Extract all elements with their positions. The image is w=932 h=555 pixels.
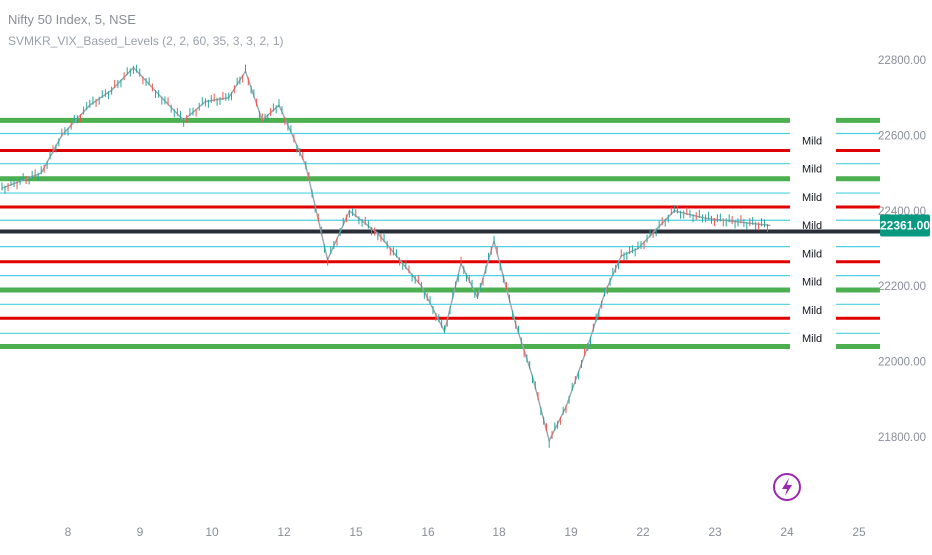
x-tick-label: 25 <box>852 525 866 539</box>
mild-label-6: Mild <box>802 305 822 317</box>
mild-label-5: Mild <box>802 277 822 289</box>
price-series-line <box>1 66 771 443</box>
x-tick-label: 15 <box>349 525 363 539</box>
x-tick-label: 12 <box>277 525 291 539</box>
mild-label-1: Mild <box>802 164 822 176</box>
price-tag-layer: 22361.00 <box>880 214 930 237</box>
x-tick-label: 22 <box>636 525 650 539</box>
x-tick-label: 19 <box>564 525 578 539</box>
x-tick-label: 23 <box>708 525 722 539</box>
mild-label-0: Mild <box>802 135 822 147</box>
levels-layer <box>0 117 880 350</box>
y-tick-label: 22800.00 <box>878 55 926 67</box>
current-price-tag: 22361.00 <box>880 219 930 233</box>
mild-label-4: Mild <box>802 248 822 260</box>
x-tick-label: 10 <box>205 525 219 539</box>
lightning-icon-bolt <box>782 478 792 496</box>
chart-header: Nifty 50 Index, 5, NSE SVMKR_VIX_Based_L… <box>8 10 284 52</box>
current-price-tag-bg <box>880 214 930 237</box>
y-axis: 22800.0022600.0022400.0022200.0022000.00… <box>878 55 926 444</box>
mild-label-7: Mild <box>802 333 822 345</box>
mild-label-3: Mild <box>802 220 822 232</box>
indicator-label[interactable]: SVMKR_VIX_Based_Levels (2, 2, 60, 35, 3,… <box>8 34 284 48</box>
x-axis: 8 9 10 12 15 16 18 19 22 23 24 25 <box>65 525 866 539</box>
x-tick-label: 9 <box>137 525 144 539</box>
mild-label-2: Mild <box>802 192 822 204</box>
price-layer <box>1 64 771 448</box>
x-tick-label: 8 <box>65 525 72 539</box>
mild-labels-layer: Mild Mild Mild Mild Mild Mild Mild Mild <box>802 135 822 345</box>
y-tick-label: 22200.00 <box>878 281 926 293</box>
y-tick-label: 22000.00 <box>878 357 926 369</box>
x-tick-label: 16 <box>421 525 435 539</box>
lightning-icon[interactable] <box>773 473 801 501</box>
y-tick-label: 21800.00 <box>878 432 926 444</box>
y-tick-label: 22600.00 <box>878 130 926 142</box>
x-tick-label: 18 <box>492 525 506 539</box>
symbol-title: Nifty 50 Index, 5, NSE <box>8 12 136 27</box>
x-tick-label: 24 <box>780 525 794 539</box>
